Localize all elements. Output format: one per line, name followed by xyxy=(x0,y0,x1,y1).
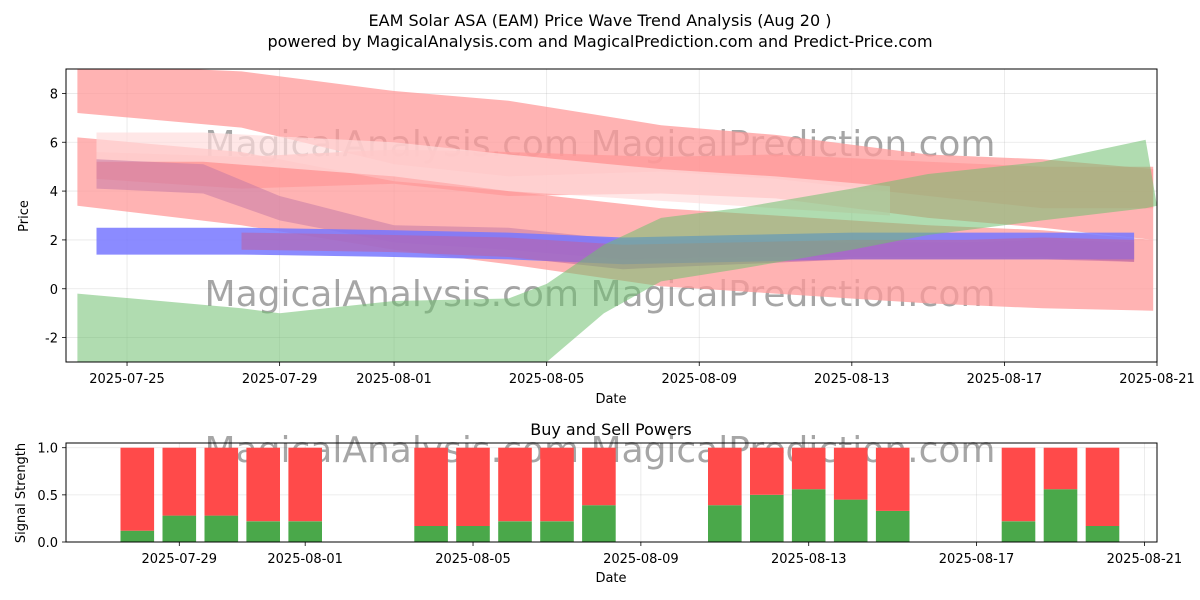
price-y-tick-label: 0 xyxy=(50,283,58,298)
sell-bar xyxy=(120,447,155,531)
sell-bar xyxy=(791,447,826,490)
price-x-tick-label: 2025-08-01 xyxy=(356,372,432,387)
signal-axis-ticks: 2025-07-29 2025-08-01 2025-08-05 2025-08-09… xyxy=(37,442,1182,567)
sell-bar xyxy=(498,447,532,522)
signal-y-tick-label: 0.5 xyxy=(37,489,58,504)
chart-title: EAM Solar ASA (EAM) Price Wave Trend Ana… xyxy=(369,11,832,30)
signal-plot-frame xyxy=(65,442,1158,543)
sell-bar xyxy=(246,447,280,522)
price-band-light-wave xyxy=(96,132,890,216)
buy-bar xyxy=(498,521,532,542)
price-y-tick-label: 8 xyxy=(50,87,58,102)
buy-bar xyxy=(120,530,155,542)
buy-bar xyxy=(791,489,826,542)
sell-bar xyxy=(833,447,868,500)
buy-bar xyxy=(288,521,322,542)
sell-bar xyxy=(1043,447,1078,490)
signal-x-tick-label: 2025-08-21 xyxy=(1107,552,1183,567)
signal-x-tick-label: 2025-08-17 xyxy=(939,552,1015,567)
buy-bar xyxy=(540,521,574,542)
buy-bar xyxy=(246,521,280,542)
sell-bar xyxy=(414,447,448,526)
chart-subtitle: powered by MagicalAnalysis.com and Magic… xyxy=(267,32,932,51)
sell-bar xyxy=(456,447,490,526)
signal-y-tick-label: 1.0 xyxy=(37,442,58,457)
buy-bar xyxy=(456,526,490,542)
sell-bar xyxy=(750,447,784,495)
sell-bar xyxy=(162,447,197,516)
price-x-tick-label: 2025-08-17 xyxy=(967,372,1043,387)
sell-bar xyxy=(540,447,574,522)
price-x-tick-label: 2025-08-05 xyxy=(509,372,585,387)
sell-bar xyxy=(288,447,322,522)
price-y-tick-label: 2 xyxy=(50,234,58,249)
buy-bar xyxy=(582,505,616,542)
buy-bar xyxy=(750,494,784,542)
price-plot-frame xyxy=(65,68,1158,363)
buy-bar xyxy=(414,526,448,542)
price-x-tick-label: 2025-08-13 xyxy=(814,372,890,387)
signal-x-axis-label: Date xyxy=(595,571,626,586)
buy-bar xyxy=(833,499,868,542)
buy-bar xyxy=(1001,521,1036,542)
price-y-tick-label: 6 xyxy=(50,136,58,151)
buy-bar xyxy=(708,505,742,542)
buy-bar xyxy=(1085,526,1120,542)
sell-bar xyxy=(1085,447,1120,526)
signal-bars xyxy=(120,447,1120,542)
buy-bar xyxy=(204,515,239,542)
price-y-tick-label: -2 xyxy=(45,332,58,347)
buy-bar xyxy=(1043,489,1078,542)
signal-x-tick-label: 2025-08-05 xyxy=(435,552,511,567)
price-x-tick-label: 2025-08-21 xyxy=(1119,372,1195,387)
price-bands xyxy=(77,69,1157,362)
signal-y-axis-label: Signal Strength xyxy=(14,443,29,543)
signal-y-tick-label: 0.0 xyxy=(37,536,58,551)
price-y-axis-label: Price xyxy=(17,200,32,232)
sell-bar xyxy=(875,447,910,511)
price-y-tick-label: 4 xyxy=(50,185,58,200)
signal-x-tick-label: 2025-08-13 xyxy=(771,552,847,567)
price-x-tick-label: 2025-07-25 xyxy=(89,372,165,387)
buy-bar xyxy=(162,515,197,542)
sell-bar xyxy=(582,447,616,506)
price-x-axis-label: Date xyxy=(595,392,626,407)
signal-x-tick-label: 2025-08-09 xyxy=(603,552,679,567)
sell-bar xyxy=(708,447,742,506)
sell-bar xyxy=(1001,447,1036,522)
price-band-green-wave xyxy=(77,139,1157,362)
price-axis-ticks: 2025-07-25 2025-07-29 2025-08-01 2025-08-05… xyxy=(45,87,1195,387)
price-x-tick-label: 2025-08-09 xyxy=(661,372,737,387)
buy-bar xyxy=(875,510,910,542)
sell-bar xyxy=(204,447,239,516)
signal-chart-title: Buy and Sell Powers xyxy=(530,420,692,439)
signal-x-tick-label: 2025-08-01 xyxy=(267,552,343,567)
price-x-tick-label: 2025-07-29 xyxy=(242,372,318,387)
signal-x-tick-label: 2025-07-29 xyxy=(142,552,218,567)
